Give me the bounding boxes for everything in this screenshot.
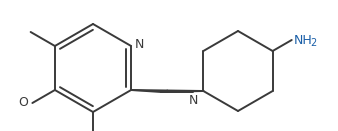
Text: NH: NH [294, 34, 312, 47]
Text: N: N [189, 94, 198, 107]
Text: 2: 2 [311, 38, 317, 48]
Text: O: O [19, 97, 28, 110]
Text: N: N [135, 39, 144, 51]
